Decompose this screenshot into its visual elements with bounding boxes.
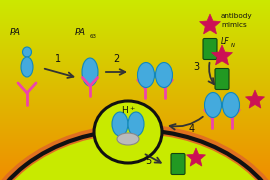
Text: 2: 2 [113, 54, 119, 64]
FancyBboxPatch shape [203, 39, 217, 60]
FancyBboxPatch shape [171, 154, 185, 174]
Ellipse shape [137, 62, 154, 87]
Text: mimics: mimics [221, 22, 247, 28]
Ellipse shape [222, 93, 239, 118]
Text: PA: PA [10, 28, 21, 37]
Text: N: N [231, 43, 235, 48]
Text: 63: 63 [90, 34, 97, 39]
Text: PA: PA [75, 28, 86, 37]
Text: 4: 4 [189, 124, 195, 134]
Text: H$^+$: H$^+$ [121, 104, 135, 116]
Ellipse shape [94, 101, 162, 163]
Ellipse shape [112, 112, 128, 136]
Ellipse shape [156, 62, 173, 87]
Polygon shape [245, 90, 265, 108]
Ellipse shape [128, 112, 144, 136]
Ellipse shape [204, 93, 221, 118]
Text: 5: 5 [145, 156, 151, 166]
Ellipse shape [0, 130, 270, 180]
FancyBboxPatch shape [215, 69, 229, 89]
Ellipse shape [117, 133, 139, 145]
Ellipse shape [22, 47, 32, 57]
Polygon shape [211, 45, 232, 65]
Text: 1: 1 [55, 54, 61, 64]
Text: 3: 3 [193, 62, 199, 72]
Text: antibody: antibody [221, 13, 253, 19]
Ellipse shape [21, 57, 33, 77]
Ellipse shape [82, 58, 98, 86]
Text: LF: LF [221, 37, 230, 46]
Polygon shape [200, 14, 221, 34]
Polygon shape [187, 148, 205, 166]
